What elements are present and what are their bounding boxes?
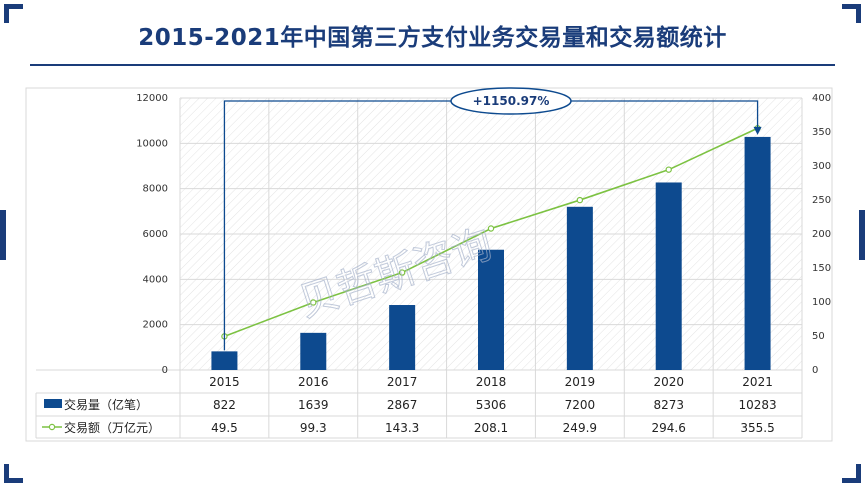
x-tick-label: 2015 bbox=[209, 375, 240, 389]
growth-callout bbox=[450, 87, 572, 115]
y-right-tick-label: 50 bbox=[812, 331, 825, 342]
growth-annotation: +1150.97% bbox=[223, 87, 762, 351]
table-cell: 2867 bbox=[387, 398, 418, 412]
y-left-tick-label: 6000 bbox=[143, 229, 168, 240]
table-cell: 7200 bbox=[565, 398, 596, 412]
y-right-tick-label: 100 bbox=[812, 297, 831, 308]
table-cell: 143.3 bbox=[385, 421, 419, 435]
table-cell: 208.1 bbox=[474, 421, 508, 435]
bar-2017 bbox=[389, 305, 416, 370]
legend-label-bar: 交易量（亿笔） bbox=[64, 397, 148, 412]
legend-key-bar bbox=[44, 399, 62, 408]
table-cell: 294.6 bbox=[652, 421, 686, 435]
legend-key-marker bbox=[48, 423, 56, 431]
table-cell: 99.3 bbox=[300, 421, 327, 435]
axis-labels: 0 2000 4000 6000 8000 10000 12000 0 50 100 150 200 2… bbox=[136, 93, 831, 376]
frame-side-bar-left bbox=[0, 210, 6, 260]
y-right-tick-label: 400 bbox=[812, 93, 831, 104]
y-right-tick-label: 300 bbox=[812, 161, 831, 172]
line-point-2016 bbox=[310, 299, 317, 306]
x-tick-label: 2019 bbox=[565, 375, 596, 389]
y-right-tick-label: 250 bbox=[812, 195, 831, 206]
frame-corner-bottom-left bbox=[4, 464, 23, 483]
table-cell: 49.5 bbox=[211, 421, 238, 435]
bar-2020 bbox=[655, 182, 682, 370]
table-cell: 5306 bbox=[476, 398, 507, 412]
x-tick-label: 2016 bbox=[298, 375, 329, 389]
y-left-tick-label: 2000 bbox=[143, 320, 168, 331]
y-right-tick-label: 150 bbox=[812, 263, 831, 274]
y-right-tick-label: 200 bbox=[812, 229, 831, 240]
bar-2019 bbox=[566, 206, 593, 370]
y-left-tick-label: 8000 bbox=[143, 184, 168, 195]
frame-corner-top-right bbox=[842, 4, 861, 23]
frame-corner-top-left bbox=[4, 4, 23, 23]
y-left-tick-label: 4000 bbox=[143, 274, 168, 285]
line-point-2020 bbox=[665, 166, 672, 173]
table-cell: 249.9 bbox=[563, 421, 597, 435]
x-tick-label: 2021 bbox=[742, 375, 773, 389]
y-left-tick-label: 12000 bbox=[136, 93, 168, 104]
y-right-tick-label: 350 bbox=[812, 127, 831, 138]
data-table-grid bbox=[35, 369, 803, 439]
x-tick-label: 2017 bbox=[387, 375, 418, 389]
y-left-tick-label: 10000 bbox=[136, 138, 168, 149]
line-point-2019 bbox=[576, 196, 584, 204]
legend-label-line: 交易额（万亿元） bbox=[64, 420, 160, 435]
table-cell: 1639 bbox=[298, 398, 329, 412]
x-tick-label: 2020 bbox=[653, 375, 684, 389]
line-point-2017 bbox=[398, 269, 406, 276]
frame-corner-bottom-right bbox=[842, 464, 861, 483]
line-point-2018 bbox=[487, 225, 495, 232]
bar-2018 bbox=[478, 249, 504, 370]
table-cell: 10283 bbox=[738, 398, 776, 412]
page-title: 2015-2021年中国第三方支付业务交易量和交易额统计 bbox=[138, 25, 727, 51]
growth-arrowhead bbox=[753, 126, 762, 135]
bar-2015 bbox=[211, 351, 238, 370]
table-cell: 822 bbox=[213, 398, 236, 412]
y-right-tick-label: 0 bbox=[812, 365, 818, 376]
table-cell: 355.5 bbox=[740, 421, 774, 435]
bar-series bbox=[211, 136, 771, 370]
title-underline bbox=[30, 64, 835, 66]
data-table: 2015 2016 2017 2018 2019 2020 2021 822 1639 2867 5… bbox=[42, 375, 777, 435]
x-tick-label: 2018 bbox=[476, 375, 507, 389]
bar-2016 bbox=[300, 332, 327, 370]
growth-callout-text: +1150.97% bbox=[473, 94, 550, 108]
frame-side-bar-right bbox=[859, 210, 865, 260]
y-left-tick-label: 0 bbox=[162, 365, 168, 376]
table-cell: 8273 bbox=[653, 398, 684, 412]
bar-2021 bbox=[744, 136, 771, 370]
